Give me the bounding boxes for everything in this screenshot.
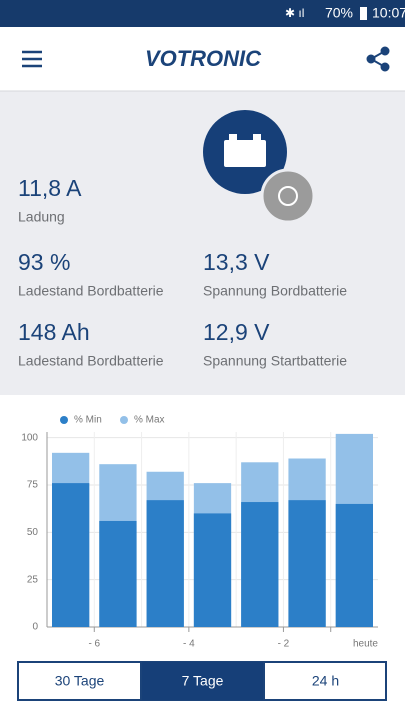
bar <box>193 513 232 627</box>
stats-panel <box>0 91 405 395</box>
share-button[interactable] <box>366 46 390 72</box>
status-icons: ✱ ıl <box>285 6 304 20</box>
y-tick-label: 0 <box>32 622 38 633</box>
stat-label: Spannung Bordbatterie <box>203 283 347 299</box>
legend-label: % Min <box>74 415 102 426</box>
battery-pole <box>253 134 261 140</box>
stat-label: Spannung Startbatterie <box>203 353 347 369</box>
legend-label: % Max <box>134 415 165 426</box>
legend-swatch <box>120 416 128 424</box>
bar <box>241 502 279 627</box>
bar <box>52 483 90 627</box>
y-tick-label: 100 <box>21 432 38 443</box>
battery-pole <box>229 134 237 140</box>
stat-label: Ladung <box>18 209 65 225</box>
clock: 10:07 <box>372 5 405 21</box>
menu-button[interactable] <box>22 50 42 68</box>
stat-value: 13,3 V <box>203 249 270 275</box>
x-tick-label: - 2 <box>278 639 290 650</box>
stat-value: 148 Ah <box>18 319 90 345</box>
stat-value: 11,8 A <box>18 175 82 201</box>
app-header <box>0 27 405 91</box>
y-tick-label: 75 <box>27 480 39 491</box>
bar <box>288 500 326 627</box>
tab-selected <box>141 662 264 700</box>
tab[interactable]: 7 Tage <box>182 673 224 689</box>
bar <box>335 503 373 627</box>
bar <box>146 500 184 627</box>
x-tick-label: heute <box>353 639 378 650</box>
battery-level: 70% <box>325 5 353 21</box>
status-bar <box>0 0 405 27</box>
stat-value: 12,9 V <box>203 319 270 345</box>
y-tick-label: 50 <box>27 527 39 538</box>
stat-value: 93 % <box>18 249 70 275</box>
battery-icon <box>360 7 367 20</box>
x-tick-label: - 4 <box>183 639 195 650</box>
legend-swatch <box>60 416 68 424</box>
y-tick-label: 25 <box>27 574 39 585</box>
tab[interactable]: 30 Tage <box>55 673 105 689</box>
battery-symbol <box>224 140 266 167</box>
bar <box>99 520 137 627</box>
x-tick-label: - 6 <box>88 639 100 650</box>
stat-label: Ladestand Bordbatterie <box>18 283 164 299</box>
tab[interactable]: 24 h <box>312 673 339 689</box>
sun-symbol <box>278 186 298 206</box>
logo: VOTRONIC <box>145 46 262 71</box>
stat-label: Ladestand Bordbatterie <box>18 353 164 369</box>
sun-badge <box>260 168 316 224</box>
